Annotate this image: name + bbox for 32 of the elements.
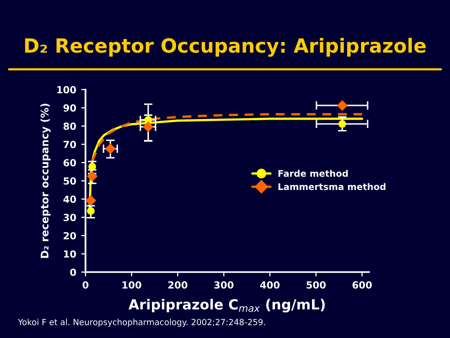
x-tick-label: 200 xyxy=(168,281,188,289)
x-axis-title: Aripiprazole C$_{max}$ (ng/mL) xyxy=(128,298,325,312)
point xyxy=(142,121,154,132)
y-tick-label: 40 xyxy=(63,196,76,203)
x-tick-label: 300 xyxy=(214,281,234,289)
y-tick-label: 80 xyxy=(64,122,76,130)
y-tick-label: 70 xyxy=(64,140,76,148)
y-axis-title: D₂ receptor occupancy (%) xyxy=(40,104,51,258)
point xyxy=(336,100,348,111)
y-tick-label: 100 xyxy=(57,86,76,94)
legend-label: Farde method xyxy=(278,170,348,177)
x-tick-label: 500 xyxy=(306,281,326,289)
point xyxy=(86,195,96,206)
point xyxy=(338,120,346,128)
x-tick-label: 400 xyxy=(260,281,280,289)
line-series xyxy=(91,113,364,162)
x-tick-label: 100 xyxy=(122,281,142,289)
y-tick-label: 90 xyxy=(63,104,76,112)
y-tick-label: 20 xyxy=(64,232,76,240)
chart-title: D₂ Receptor Occupancy: Aripiprazole xyxy=(25,38,426,57)
y-tick-label: 10 xyxy=(64,250,76,258)
x-tick-label: 0 xyxy=(82,281,88,289)
x-tick-label: 600 xyxy=(352,281,372,289)
y-tick-label: 50 xyxy=(64,177,76,185)
legend-label: Lammertsma method xyxy=(278,183,386,190)
point xyxy=(87,207,95,215)
text: Yokoi F et al. Neuropsychopharmacology. 2002;27:248-259. xyxy=(18,318,265,327)
point xyxy=(86,170,98,182)
y-tick-label: 0 xyxy=(70,268,76,276)
point xyxy=(105,143,116,154)
y-tick-label: 30 xyxy=(64,214,76,222)
y-tick-label: 60 xyxy=(64,159,76,166)
